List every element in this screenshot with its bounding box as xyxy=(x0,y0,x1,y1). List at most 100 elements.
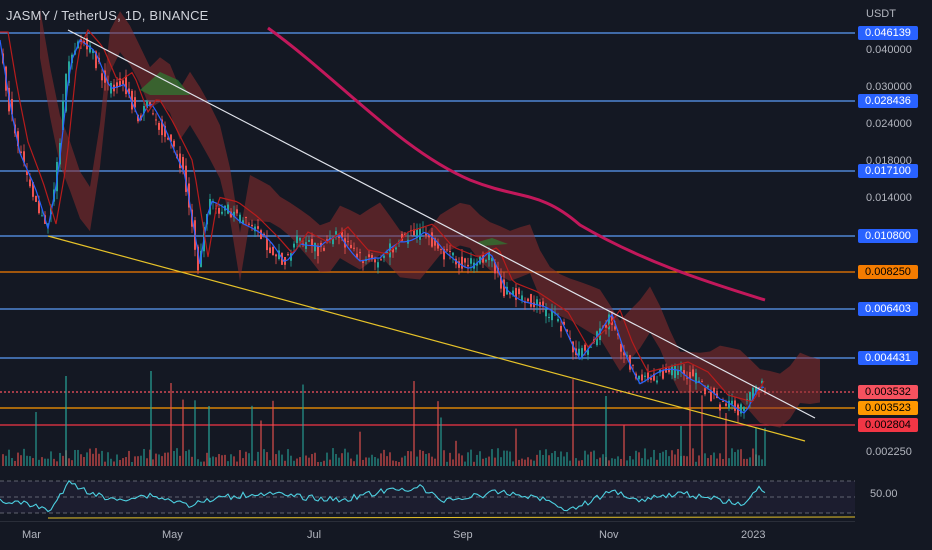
volume-bar xyxy=(8,449,10,466)
volume-bar xyxy=(719,453,721,466)
candle-body xyxy=(512,290,514,296)
candle-body xyxy=(503,279,505,297)
volume-bar xyxy=(566,452,568,466)
volume-bar xyxy=(449,452,451,466)
volume-bar xyxy=(479,451,481,466)
volume-bar xyxy=(329,459,331,466)
volume-bar xyxy=(14,460,16,466)
volume-bar xyxy=(413,381,415,466)
volume-bar xyxy=(74,449,76,466)
price-tick-label: 0.030000 xyxy=(866,81,912,93)
volume-bar xyxy=(167,452,169,466)
candle-body xyxy=(167,137,169,140)
volume-bar xyxy=(401,457,403,466)
volume-bar xyxy=(713,452,715,466)
volume-bar xyxy=(257,451,259,466)
volume-bar xyxy=(569,460,571,466)
level-price-badge: 0.010800 xyxy=(858,229,918,243)
candle-body xyxy=(488,250,490,261)
volume-bar xyxy=(119,459,121,466)
volume-bar xyxy=(704,453,706,466)
candle-body xyxy=(695,372,697,384)
indicator-lines xyxy=(0,26,816,442)
candle-body xyxy=(680,366,682,371)
volume-bar xyxy=(242,458,244,466)
candle-body xyxy=(149,102,151,106)
symbol-title[interactable]: JASMY / TetherUS, 1D, BINANCE xyxy=(6,8,209,23)
level-price-badge: 0.008250 xyxy=(858,265,918,279)
currency-label: USDT xyxy=(866,8,896,20)
volume-bar xyxy=(740,449,742,466)
volume-bar xyxy=(563,456,565,466)
candle-body xyxy=(764,390,766,392)
volume-bar xyxy=(263,449,265,466)
time-tick-label: Mar xyxy=(22,529,41,541)
volume-bar xyxy=(584,450,586,466)
volume-bar xyxy=(467,452,469,466)
time-axis-divider xyxy=(0,521,855,522)
level-price-badge: 0.003532 xyxy=(858,385,918,399)
volume-bar xyxy=(89,448,91,466)
candle-body xyxy=(713,387,715,394)
candle-body xyxy=(563,321,565,325)
volume-bar xyxy=(746,458,748,466)
volume-bar xyxy=(434,458,436,466)
candle-body xyxy=(434,238,436,246)
candle-body xyxy=(452,252,454,256)
candle-body xyxy=(101,73,103,81)
candle-body xyxy=(116,82,118,88)
candle-body xyxy=(233,211,235,217)
candle-body xyxy=(260,230,262,239)
volume-bar xyxy=(422,450,424,466)
volume-bar xyxy=(632,459,634,466)
volume-bar xyxy=(311,454,313,466)
candle-body xyxy=(617,333,619,336)
volume-bar xyxy=(674,454,676,466)
candle-body xyxy=(536,299,538,305)
volume-bar xyxy=(110,458,112,466)
candle-body xyxy=(698,380,700,383)
volume-bar xyxy=(482,458,484,466)
candle-body xyxy=(179,153,181,169)
volume-bar xyxy=(299,457,301,466)
candle-body xyxy=(692,369,694,377)
volume-bar xyxy=(2,454,4,466)
volume-bar xyxy=(731,448,733,466)
candle-body xyxy=(47,223,49,227)
volume-bar xyxy=(443,450,445,466)
candle-body xyxy=(419,228,421,240)
volume-bar xyxy=(620,458,622,466)
candle-body xyxy=(476,262,478,266)
volume-bar xyxy=(581,460,583,466)
volume-bar xyxy=(671,450,673,466)
candle-body xyxy=(449,250,451,252)
candle-body xyxy=(722,401,724,403)
candle-body xyxy=(161,119,163,136)
candle-body xyxy=(620,343,622,352)
candle-body xyxy=(689,372,691,379)
volume-bar xyxy=(122,458,124,466)
candle-body xyxy=(656,380,658,383)
candle-body xyxy=(11,98,13,115)
volume-bar xyxy=(560,451,562,466)
volume-bar xyxy=(677,449,679,466)
candle-body xyxy=(626,355,628,357)
volume-bar xyxy=(383,449,385,466)
volume-bar xyxy=(575,458,577,466)
candle-body xyxy=(740,404,742,414)
volume-bar xyxy=(323,460,325,466)
volume-bar xyxy=(473,461,475,466)
volume-bar xyxy=(230,454,232,466)
volume-bar xyxy=(158,454,160,466)
volume-bar xyxy=(380,453,382,466)
volume-bar xyxy=(44,458,46,466)
volume-bar xyxy=(548,455,550,466)
candle-body xyxy=(29,179,31,187)
volume-bar xyxy=(485,457,487,466)
volume-bar xyxy=(335,454,337,466)
volume-bar xyxy=(32,458,34,466)
volume-bar xyxy=(278,450,280,466)
volume-bar xyxy=(221,455,223,466)
volume-bar xyxy=(464,461,466,466)
